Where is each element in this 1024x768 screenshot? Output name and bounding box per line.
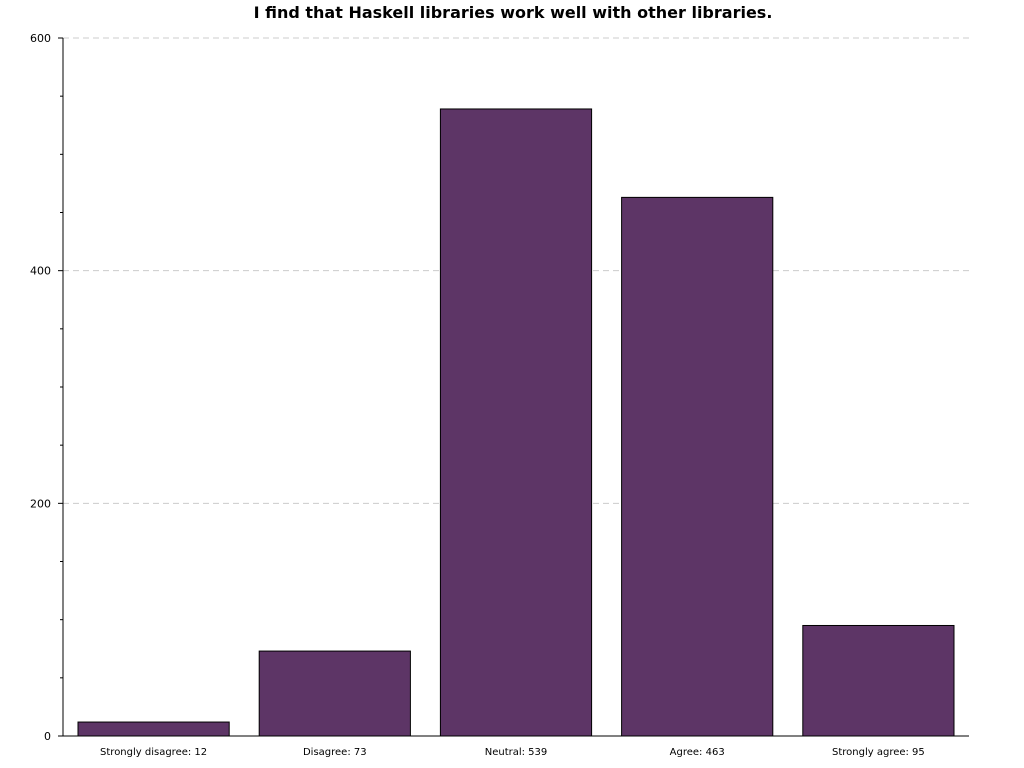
bar-4 [802,624,955,737]
chart-title: I find that Haskell libraries work well … [254,3,773,22]
bar-1 [258,650,411,737]
y-tick-label-200: 200 [30,497,51,510]
category-labels: Strongly disagree: 12 Disagree: 73 Neutral… [100,747,925,758]
bar-3 [621,196,774,737]
category-label-3: Agree: 463 [670,747,725,758]
axes [58,37,969,737]
category-label-1: Disagree: 73 [303,747,367,758]
bar-2 [439,108,593,737]
y-tick-label-400: 400 [30,265,51,278]
category-label-4: Strongly agree: 95 [832,747,925,758]
category-label-2: Neutral: 539 [485,747,548,758]
bars [77,108,955,737]
y-tick-label-600: 600 [30,32,51,45]
category-label-0: Strongly disagree: 12 [100,747,207,758]
y-tick-labels: 0 200 400 600 [30,32,51,743]
y-tick-label-0: 0 [44,730,51,743]
bar-0 [77,721,230,737]
